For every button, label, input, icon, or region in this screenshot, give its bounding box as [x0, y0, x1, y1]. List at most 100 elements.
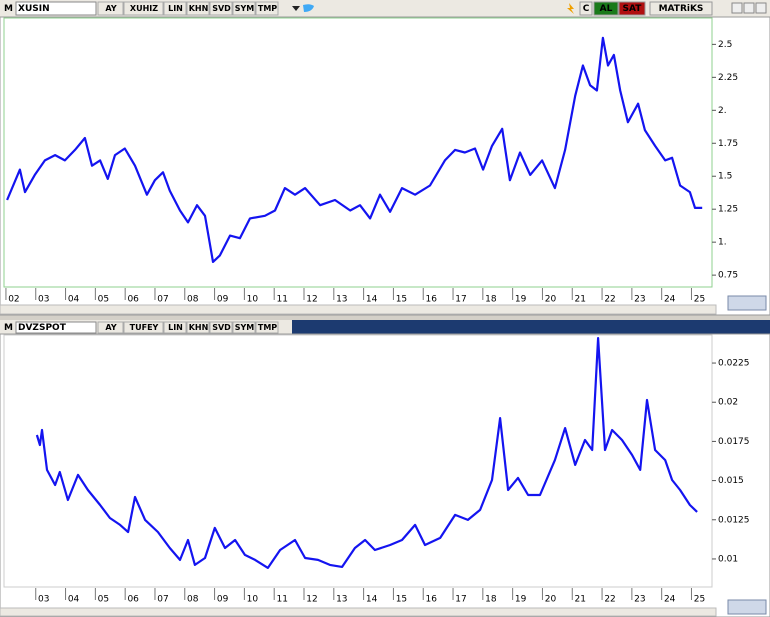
- symbol: DVZSPOT: [18, 323, 67, 333]
- button-frame[interactable]: [186, 321, 210, 334]
- zoom-control[interactable]: [727, 295, 767, 311]
- button-label[interactable]: AY: [105, 4, 116, 13]
- button-frame[interactable]: [163, 321, 187, 334]
- button-frame[interactable]: [186, 1, 210, 16]
- logo: M: [4, 4, 13, 14]
- button-label[interactable]: AY: [105, 323, 116, 332]
- button-label[interactable]: AL: [600, 4, 613, 14]
- x-tick-label: 19: [515, 295, 527, 305]
- scrollbar[interactable]: [0, 304, 717, 315]
- zoom-control[interactable]: [727, 599, 767, 615]
- toolbar-button[interactable]: KHN: [186, 321, 210, 334]
- button-label[interactable]: MATRiKS: [659, 4, 704, 14]
- x-tick-label: 17: [455, 595, 466, 605]
- toolbar-button[interactable]: [618, 1, 646, 16]
- x-tick-label: 14: [366, 295, 378, 305]
- button-label[interactable]: TUFEY: [130, 323, 159, 332]
- button-label[interactable]: KHN: [189, 323, 209, 332]
- x-tick-label: 15: [396, 295, 407, 305]
- toolbar-button[interactable]: LIN: [163, 1, 187, 16]
- x-tick-label: 11: [276, 595, 287, 605]
- toolbar-button[interactable]: XUHIZ: [123, 1, 164, 16]
- y-tick-label: 0.0125: [718, 515, 750, 525]
- flash-icon[interactable]: [567, 3, 574, 14]
- x-tick-label: 25: [694, 595, 705, 605]
- button-label[interactable]: TMP: [258, 4, 277, 13]
- button-frame[interactable]: [209, 1, 233, 16]
- logo: M: [4, 323, 13, 333]
- button-label[interactable]: TMP: [258, 323, 277, 332]
- toolbar-button[interactable]: SVD: [209, 321, 233, 334]
- toolbar-button[interactable]: TMP: [255, 1, 279, 16]
- button-label[interactable]: KHN: [189, 4, 209, 13]
- button-frame[interactable]: [209, 321, 233, 334]
- toolbar-button[interactable]: [649, 1, 713, 16]
- x-tick-label: 14: [366, 595, 378, 605]
- button-frame[interactable]: [97, 321, 124, 334]
- button-frame[interactable]: [163, 1, 187, 16]
- toolbar-button[interactable]: AY: [97, 1, 124, 16]
- button-frame[interactable]: [123, 1, 164, 16]
- button-label[interactable]: SYM: [235, 4, 255, 13]
- toolbar-button[interactable]: SYM: [232, 1, 256, 16]
- y-tick-label: 0.01: [718, 554, 738, 564]
- x-tick-label: 15: [396, 595, 407, 605]
- x-tick-label: 04: [68, 295, 80, 305]
- x-tick-label: 18: [485, 295, 497, 305]
- toolbar-button[interactable]: LIN: [163, 321, 187, 334]
- toolbar-button[interactable]: TMP: [255, 321, 279, 334]
- button-label[interactable]: LIN: [168, 4, 183, 13]
- maximize-button[interactable]: [743, 2, 755, 14]
- x-tick-label: 24: [664, 595, 676, 605]
- button-frame[interactable]: [97, 1, 124, 16]
- x-tick-label: 07: [157, 295, 168, 305]
- symbol-box[interactable]: [15, 1, 97, 16]
- x-tick-label: 04: [68, 595, 80, 605]
- x-tick-label: 16: [426, 595, 438, 605]
- x-tick-label: 08: [187, 295, 199, 305]
- x-tick-label: 05: [98, 295, 109, 305]
- button-frame[interactable]: [232, 321, 256, 334]
- scrollbar[interactable]: [0, 607, 717, 617]
- button-label[interactable]: C: [583, 4, 590, 14]
- button-label[interactable]: SYM: [235, 323, 255, 332]
- toolbar-button[interactable]: AY: [97, 321, 124, 334]
- y-tick-label: 0.0175: [718, 437, 750, 447]
- twitter-icon[interactable]: [303, 4, 314, 12]
- button-frame[interactable]: [255, 321, 279, 334]
- x-tick-label: 03: [38, 595, 49, 605]
- charts: 0.75 1. 1.25 1.5 1.75 2. 2.25 2.5 02 03 04 05 06 07 08…: [5, 36, 750, 605]
- x-tick-label: 13: [336, 295, 347, 305]
- minimize-button[interactable]: [731, 2, 743, 14]
- button-frame[interactable]: [255, 1, 279, 16]
- button-label[interactable]: LIN: [168, 323, 183, 332]
- toolbar-button[interactable]: KHN: [186, 1, 210, 16]
- toolbar-button[interactable]: TUFEY: [123, 321, 164, 334]
- button-label[interactable]: SVD: [212, 4, 231, 13]
- y-tick-label: 0.75: [718, 271, 738, 281]
- button-label[interactable]: SVD: [212, 323, 231, 332]
- button-frame[interactable]: [232, 1, 256, 16]
- button-label[interactable]: SAT: [623, 4, 643, 14]
- x-tick-label: 16: [426, 295, 438, 305]
- toolbar-button[interactable]: [593, 1, 619, 16]
- dropdown-arrow[interactable]: [292, 6, 300, 11]
- x-tick-label: 13: [336, 595, 347, 605]
- y-tick-label: 1.25: [718, 205, 738, 215]
- x-tick-label: 21: [575, 595, 586, 605]
- x-tick-label: 02: [8, 295, 19, 305]
- button-label[interactable]: XUHIZ: [130, 4, 158, 13]
- x-tick-label: 06: [127, 295, 139, 305]
- toolbar-button[interactable]: [579, 1, 593, 16]
- x-tick-label: 12: [306, 595, 317, 605]
- y-tick-label: 2.: [718, 106, 727, 116]
- price-line: [35, 337, 698, 569]
- toolbar-button[interactable]: SVD: [209, 1, 233, 16]
- symbol-box[interactable]: [15, 321, 97, 334]
- x-tick-label: 11: [276, 295, 287, 305]
- close-button[interactable]: [755, 2, 767, 14]
- button-frame[interactable]: [123, 321, 164, 334]
- toolbar-button[interactable]: SYM: [232, 321, 256, 334]
